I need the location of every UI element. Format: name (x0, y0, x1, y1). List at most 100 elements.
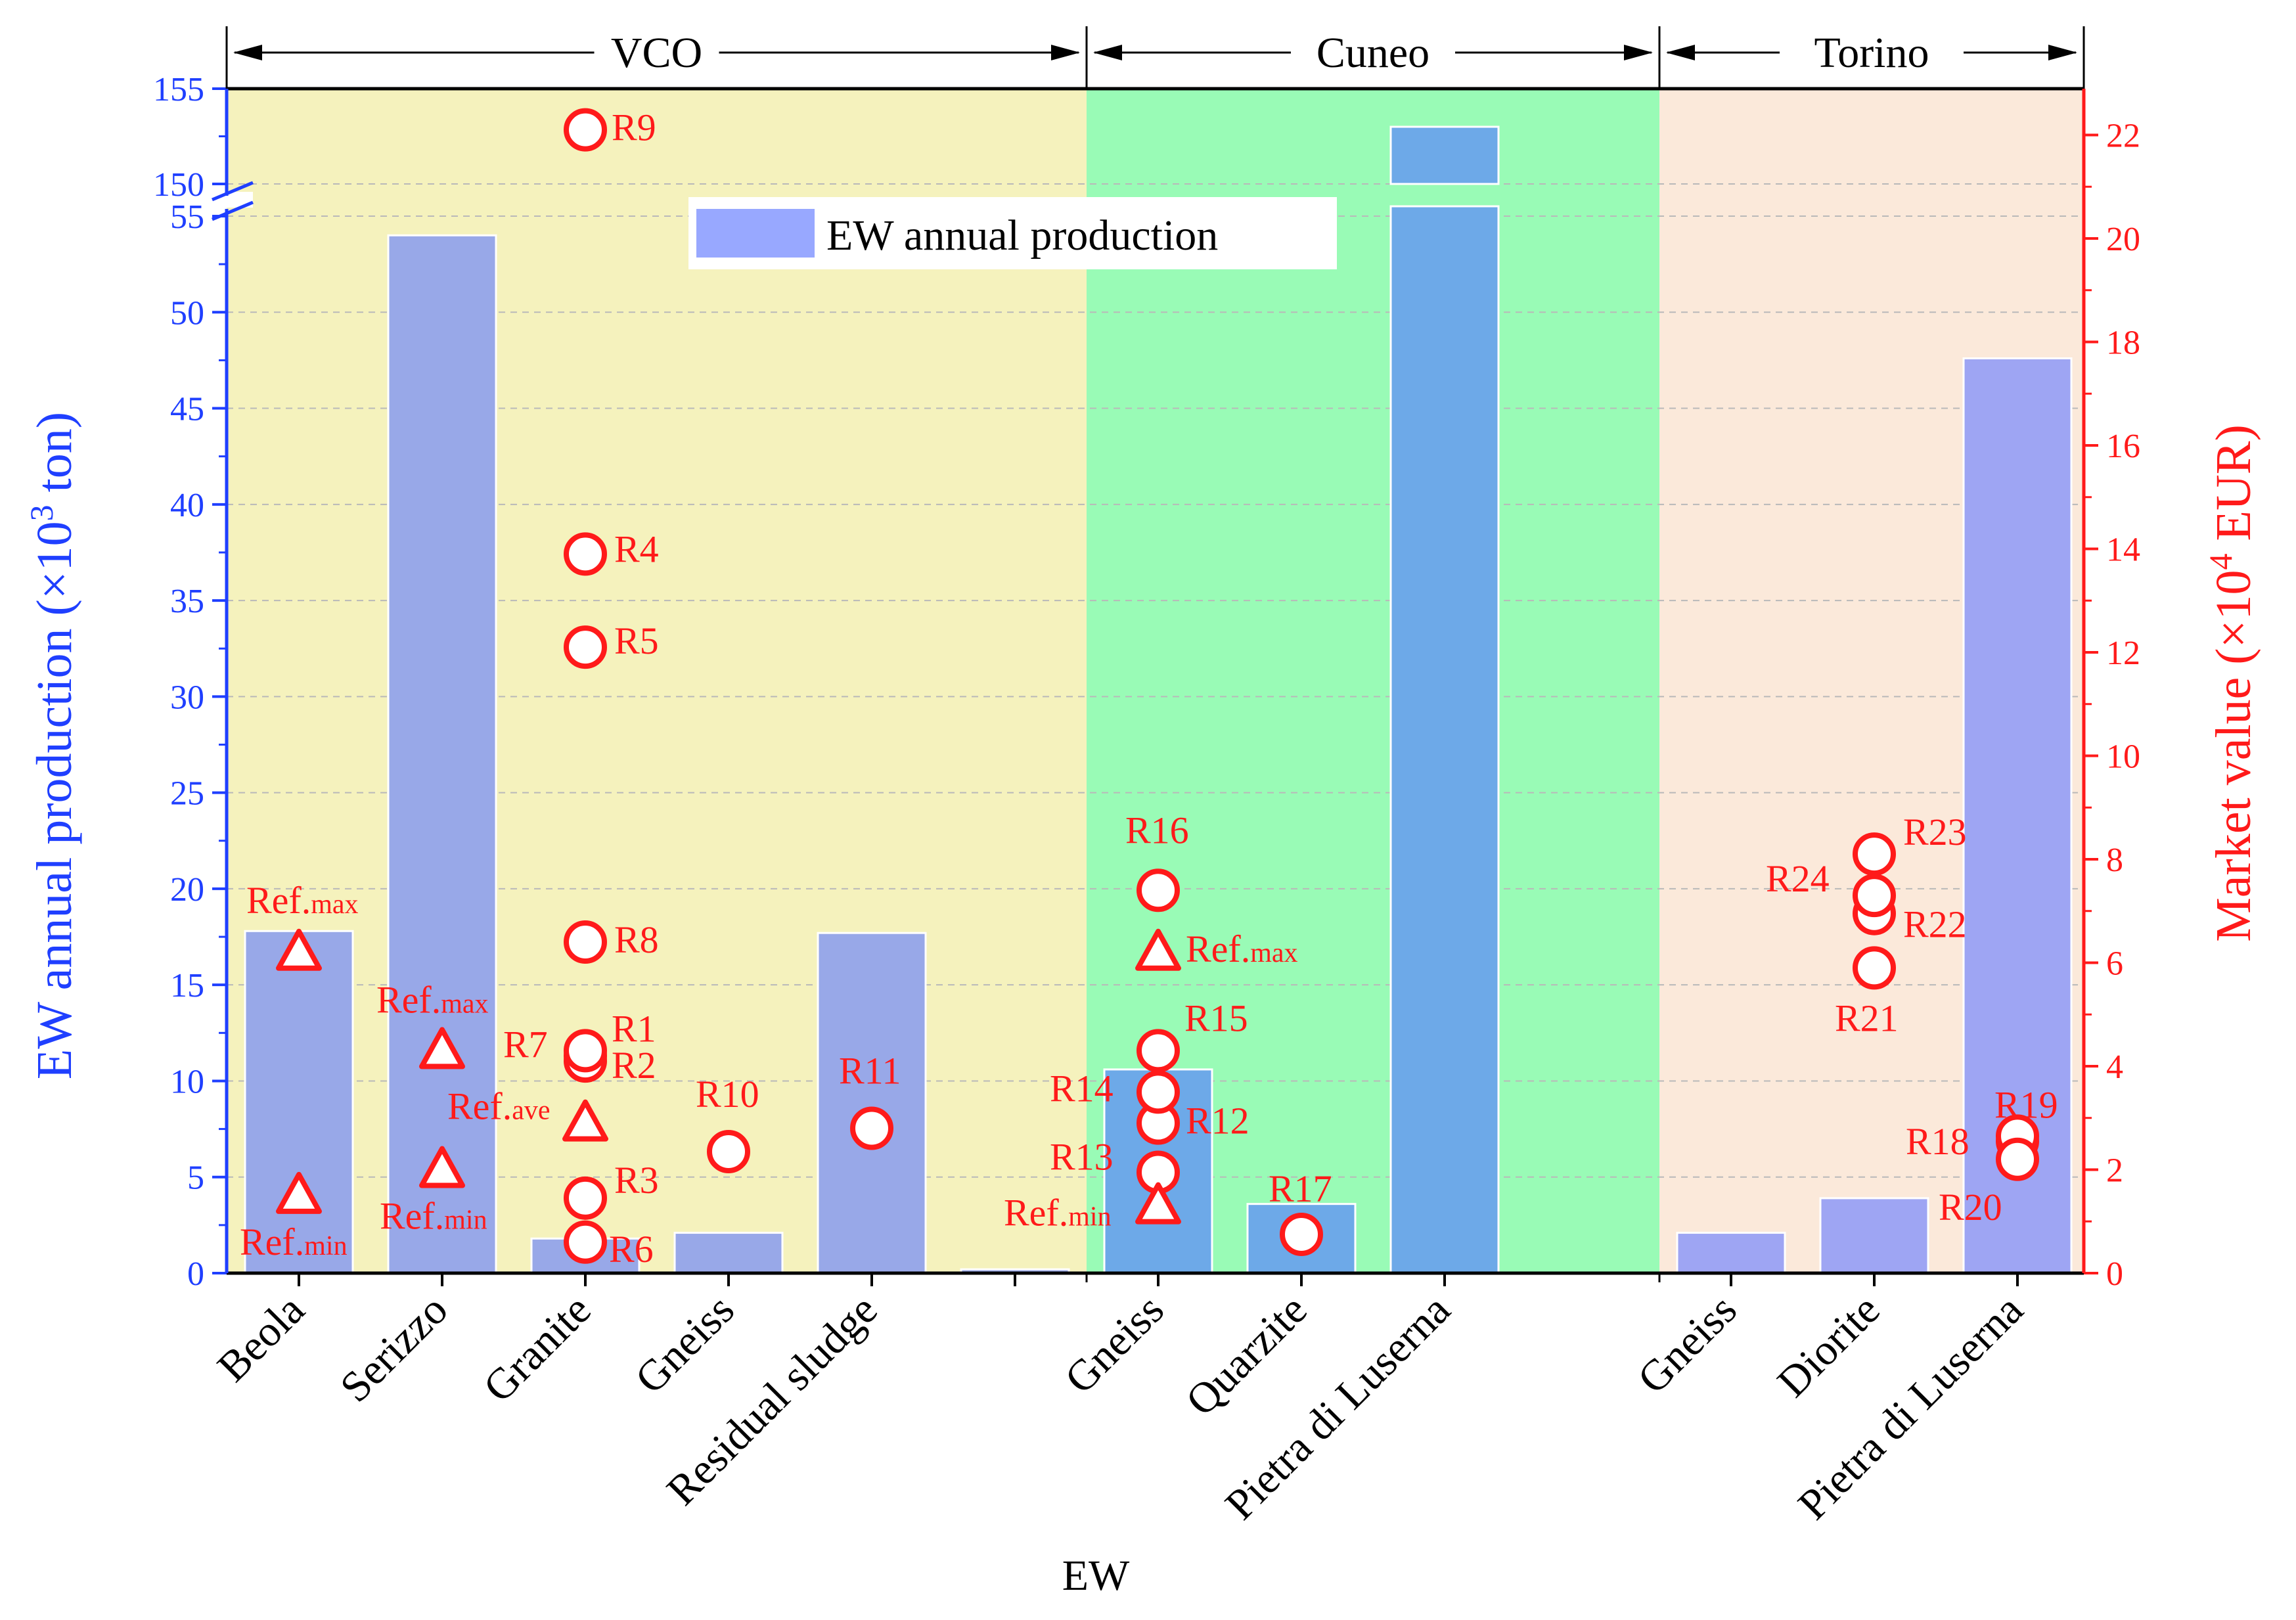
left-axis-title: EW annual production (×103 ton) (23, 412, 82, 1079)
arrowhead-right-icon (1624, 45, 1653, 60)
legend-label: EW annual production (826, 212, 1218, 259)
right-tick-label: 4 (2106, 1048, 2123, 1086)
left-tick-label: 55 (170, 198, 204, 236)
reference-point-label: Ref.min (1004, 1192, 1112, 1234)
bar-upper (1389, 125, 1500, 185)
reference-point-label: Ref.ave (447, 1085, 551, 1128)
right-tick-label: 10 (2106, 738, 2140, 776)
category-label: Serizzo (331, 1286, 457, 1412)
right-tick-label: 8 (2106, 842, 2123, 879)
left-tick-label: 50 (170, 294, 204, 332)
arrowhead-right-icon (1051, 45, 1080, 60)
market-point-label: R23 (1903, 811, 1967, 853)
right-tick-label: 2 (2106, 1152, 2123, 1190)
reference-points: Ref.max Ref.min Ref.max Ref.min Ref.ave Ref.m… (240, 879, 1298, 1263)
reference-point-label: Ref.min (380, 1195, 487, 1238)
category-label: Beola (208, 1286, 313, 1391)
right-axis-title: Market value (×104 EUR) (2202, 424, 2261, 942)
market-point-r15 (1137, 1029, 1180, 1073)
axis-break-slash (212, 181, 254, 202)
market-point-r17 (1280, 1212, 1323, 1256)
region-label-vco: VCO (611, 29, 702, 77)
market-point-label: R3 (614, 1159, 659, 1202)
right-tick-label: 0 (2106, 1255, 2123, 1293)
right-tick-label: 20 (2106, 221, 2140, 258)
left-tick-label: 40 (170, 487, 204, 524)
market-point-label: R24 (1766, 857, 1830, 900)
reference-point (276, 1171, 322, 1214)
axes (212, 87, 2098, 1286)
reference-point-label: Ref.max (376, 978, 489, 1021)
market-point-label: R9 (612, 106, 656, 149)
region-label-torino: Torino (1814, 29, 1929, 77)
market-point-r6 (564, 1220, 607, 1264)
left-tick-label: 15 (170, 967, 204, 1004)
market-point-label: R10 (696, 1073, 759, 1115)
reference-point-label: Ref.max (246, 879, 359, 922)
market-point-r10 (707, 1129, 750, 1173)
market-point-label: R5 (614, 619, 659, 662)
market-point-r16 (1137, 868, 1180, 912)
bar-lower (1389, 205, 1500, 1274)
legend-swatch (696, 209, 815, 258)
market-point-r24 (1853, 874, 1896, 918)
reference-point (419, 1027, 465, 1069)
bar (1676, 1232, 1786, 1274)
legend: EW annual production (688, 197, 1337, 269)
market-point-label: R7 (503, 1023, 548, 1066)
market-point-label: R6 (609, 1228, 654, 1271)
region-label-cuneo: Cuneo (1317, 29, 1429, 77)
market-point-label: R1 (612, 1007, 656, 1050)
left-tick-label: 30 (170, 679, 204, 716)
arrowhead-left-icon (1666, 45, 1695, 60)
left-tick-label: 25 (170, 775, 204, 813)
left-tick-label: 0 (187, 1255, 204, 1293)
market-point-label: R22 (1903, 903, 1967, 946)
market-point-r4 (564, 532, 607, 576)
reference-point-label: Ref.min (240, 1221, 348, 1263)
bar (244, 930, 354, 1274)
market-point-r8 (564, 920, 607, 964)
region-bg-vco (227, 89, 1087, 1273)
reference-point (1135, 1182, 1181, 1225)
left-tick-label: 10 (170, 1063, 204, 1100)
right-tick-label: 14 (2106, 531, 2140, 569)
market-point-r5 (564, 625, 607, 669)
category-label: Diorite (1768, 1286, 1889, 1406)
market-point-label: R13 (1050, 1135, 1114, 1178)
right-tick-label: 6 (2106, 945, 2123, 983)
market-point-label: R20 (1939, 1186, 2002, 1228)
market-point-label: R12 (1186, 1100, 1249, 1142)
reference-point (1135, 928, 1181, 971)
bar (387, 234, 497, 1274)
market-point-label: R21 (1835, 997, 1899, 1039)
category-label: Gneiss (1056, 1286, 1173, 1403)
market-point-label: R2 (612, 1044, 656, 1087)
axis-break-marks (212, 181, 254, 221)
market-point-label: R17 (1269, 1167, 1332, 1210)
bar (817, 932, 927, 1274)
category-label: Gneiss (1629, 1286, 1746, 1403)
bar (673, 1232, 784, 1274)
arrowhead-right-icon (2048, 45, 2077, 60)
category-label: Gneiss (626, 1286, 744, 1403)
market-point-label: R15 (1184, 997, 1248, 1039)
right-tick-label: 16 (2106, 428, 2140, 465)
market-point-label: R4 (614, 528, 659, 570)
left-tick-label: 155 (153, 71, 204, 108)
reference-point-label: Ref.max (1186, 928, 1298, 970)
market-point-label: R8 (614, 918, 659, 961)
market-point-label: R16 (1125, 809, 1189, 851)
market-point-label: R18 (1906, 1120, 1970, 1163)
category-label: Granite (474, 1286, 600, 1412)
left-tick-label: 150 (153, 166, 204, 204)
market-point-r7 (564, 1029, 607, 1073)
left-tick-label: 45 (170, 391, 204, 428)
market-point-r11 (850, 1106, 893, 1150)
bar (1819, 1197, 1929, 1274)
market-point-label: R19 (1994, 1083, 2058, 1126)
market-point-r23 (1853, 832, 1896, 876)
region-headers: VCO Cuneo Torino (225, 26, 2085, 89)
